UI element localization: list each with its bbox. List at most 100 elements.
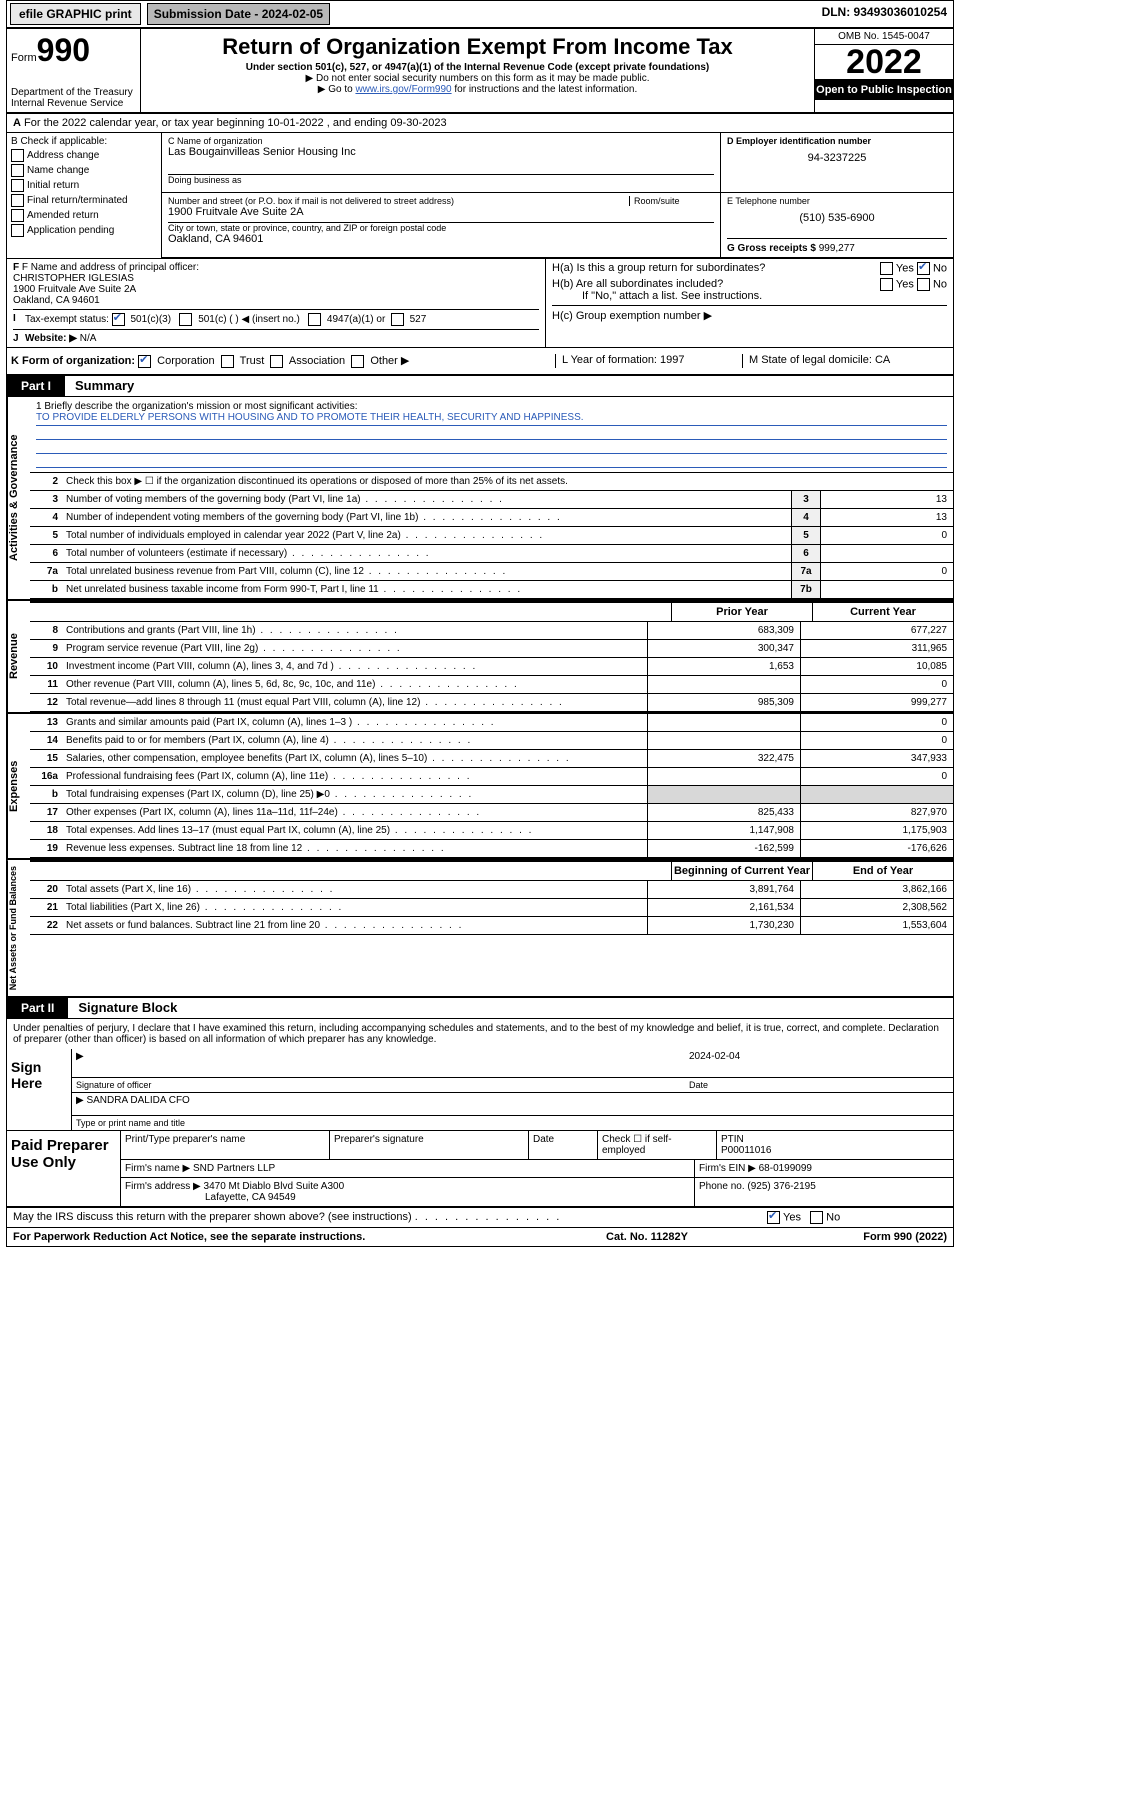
chk-initial-return[interactable]: Initial return (11, 179, 157, 192)
firm-addr1: 3470 Mt Diablo Blvd Suite A300 (204, 1181, 345, 1192)
phone-label: E Telephone number (727, 196, 947, 206)
chk-corp[interactable] (138, 355, 151, 368)
efile-print-button[interactable]: efile GRAPHIC print (10, 3, 141, 25)
form-ref: Form 990 (2022) (747, 1231, 947, 1243)
part-2-tab: Part II (7, 998, 68, 1018)
form-prefix: Form (11, 52, 37, 64)
subtitle-2: ▶ Do not enter social security numbers o… (147, 73, 808, 84)
hb-yes[interactable] (880, 278, 893, 291)
org-name-block: C Name of organization Las Bougainvillea… (162, 133, 721, 192)
ha-row: H(a) Is this a group return for subordin… (552, 262, 947, 274)
street-address: 1900 Fruitvale Ave Suite 2A (168, 206, 714, 218)
firm-addr-label: Firm's address ▶ (125, 1181, 201, 1192)
section-b-c: B Check if applicable: Address change Na… (7, 133, 953, 259)
hb-no[interactable] (917, 278, 930, 291)
row-i: I Tax-exempt status: 501(c)(3) 501(c) ( … (13, 309, 539, 326)
chk-trust[interactable] (221, 355, 234, 368)
chk-amended[interactable]: Amended return (11, 209, 157, 222)
header-left: Form990 Department of the Treasury Inter… (7, 29, 141, 112)
website-value: N/A (80, 333, 97, 344)
subtitle-1: Under section 501(c), 527, or 4947(a)(1)… (147, 62, 808, 73)
sig-declaration: Under penalties of perjury, I declare th… (7, 1019, 953, 1049)
gov-line-2: 2Check this box ▶ ☐ if the organization … (30, 473, 953, 491)
tax-exempt-label: Tax-exempt status: (25, 314, 109, 325)
fin-line-12: 12Total revenue—add lines 8 through 11 (… (30, 694, 953, 712)
ein-value: 94-3237225 (727, 152, 947, 164)
fin-line-11: 11Other revenue (Part VIII, column (A), … (30, 676, 953, 694)
rev-section: Revenue Prior Year Current Year 8Contrib… (7, 599, 953, 712)
chk-assoc[interactable] (270, 355, 283, 368)
firm-name: SND Partners LLP (193, 1163, 275, 1174)
mission-blank-3 (36, 454, 947, 468)
gross-receipts: 999,277 (819, 243, 855, 254)
firm-addr2: Lafayette, CA 94549 (205, 1192, 296, 1203)
fin-line-18: 18Total expenses. Add lines 13–17 (must … (30, 822, 953, 840)
col-f: F F Name and address of principal office… (7, 259, 546, 347)
chk-501c3[interactable] (112, 313, 125, 326)
fin-line-8: 8Contributions and grants (Part VIII, li… (30, 622, 953, 640)
side-rev: Revenue (7, 601, 30, 712)
col-c: C Name of organization Las Bougainvillea… (162, 133, 953, 258)
ha-no[interactable] (917, 262, 930, 275)
side-gov: Activities & Governance (7, 397, 30, 599)
tax-year: 2022 (815, 45, 953, 80)
pp-name-head: Print/Type preparer's name (121, 1131, 330, 1159)
ein-block: D Employer identification number 94-3237… (721, 133, 953, 192)
ha-yes[interactable] (880, 262, 893, 275)
gov-line-3: 3Number of voting members of the governi… (30, 491, 953, 509)
chk-527[interactable] (391, 313, 404, 326)
firm-name-label: Firm's name ▶ (125, 1163, 190, 1174)
chk-name-change[interactable]: Name change (11, 164, 157, 177)
mission-question: 1 Briefly describe the organization's mi… (36, 401, 947, 412)
city-state-zip: Oakland, CA 94601 (168, 233, 714, 245)
officer-addr2: Oakland, CA 94601 (13, 295, 539, 306)
chk-501c[interactable] (179, 313, 192, 326)
chk-other[interactable] (351, 355, 364, 368)
open-to-public: Open to Public Inspection (815, 80, 953, 100)
fin-line-b: bTotal fundraising expenses (Part IX, co… (30, 786, 953, 804)
room-label: Room/suite (629, 196, 714, 206)
fin-line-17: 17Other expenses (Part IX, column (A), l… (30, 804, 953, 822)
part-2-title: Signature Block (68, 1000, 177, 1015)
phone-block: E Telephone number (510) 535-6900 G Gros… (721, 193, 953, 257)
c-mid-row: Number and street (or P.O. box if mail i… (162, 193, 953, 258)
chk-address-change[interactable]: Address change (11, 149, 157, 162)
form-990-page: efile GRAPHIC print Submission Date - 20… (6, 0, 954, 1247)
fin-line-15: 15Salaries, other compensation, employee… (30, 750, 953, 768)
hb-row: H(b) Are all subordinates included? Yes … (552, 278, 947, 290)
instructions-link[interactable]: www.irs.gov/Form990 (355, 84, 451, 95)
firm-phone: (925) 376-2195 (747, 1181, 815, 1192)
row-k: K Form of organization: Corporation Trus… (7, 348, 953, 376)
discuss-yes[interactable] (767, 1211, 780, 1224)
website-label: Website: ▶ (25, 333, 77, 344)
row-a-tax-year: A For the 2022 calendar year, or tax yea… (7, 114, 953, 133)
form-number: 990 (37, 32, 90, 68)
gov-section: Activities & Governance 1 Briefly descri… (7, 397, 953, 599)
submission-date: Submission Date - 2024-02-05 (147, 3, 330, 25)
header-mid: Return of Organization Exempt From Incom… (141, 29, 814, 112)
firm-phone-label: Phone no. (699, 1181, 745, 1192)
fin-line-19: 19Revenue less expenses. Subtract line 1… (30, 840, 953, 858)
subtitle-3: ▶ Go to www.irs.gov/Form990 for instruct… (147, 84, 808, 95)
fin-line-14: 14Benefits paid to or for members (Part … (30, 732, 953, 750)
chk-application-pending[interactable]: Application pending (11, 224, 157, 237)
header-right: OMB No. 1545-0047 2022 Open to Public In… (814, 29, 953, 112)
gov-line-5: 5Total number of individuals employed in… (30, 527, 953, 545)
mission-blank-2 (36, 440, 947, 454)
year-formation: L Year of formation: 1997 (555, 354, 742, 368)
pp-sig-head: Preparer's signature (330, 1131, 529, 1159)
org-name: Las Bougainvilleas Senior Housing Inc (168, 146, 714, 158)
sign-here-block: Sign Here ▶ 2024-02-04 Signature of offi… (7, 1049, 953, 1131)
dept-treasury: Department of the Treasury Internal Reve… (11, 87, 136, 109)
form-org-label: K Form of organization: (11, 355, 135, 367)
row-j: J Website: ▶ N/A (13, 329, 539, 344)
part-1-header: Part I Summary (7, 376, 953, 397)
chk-4947[interactable] (308, 313, 321, 326)
mission-blank-1 (36, 426, 947, 440)
section-f-h: F F Name and address of principal office… (7, 259, 953, 348)
col-b: B Check if applicable: Address change Na… (7, 133, 162, 258)
sig-date-label: Date (689, 1080, 949, 1090)
firm-ein-label: Firm's EIN ▶ (699, 1163, 756, 1174)
chk-final-return[interactable]: Final return/terminated (11, 194, 157, 207)
discuss-no[interactable] (810, 1211, 823, 1224)
